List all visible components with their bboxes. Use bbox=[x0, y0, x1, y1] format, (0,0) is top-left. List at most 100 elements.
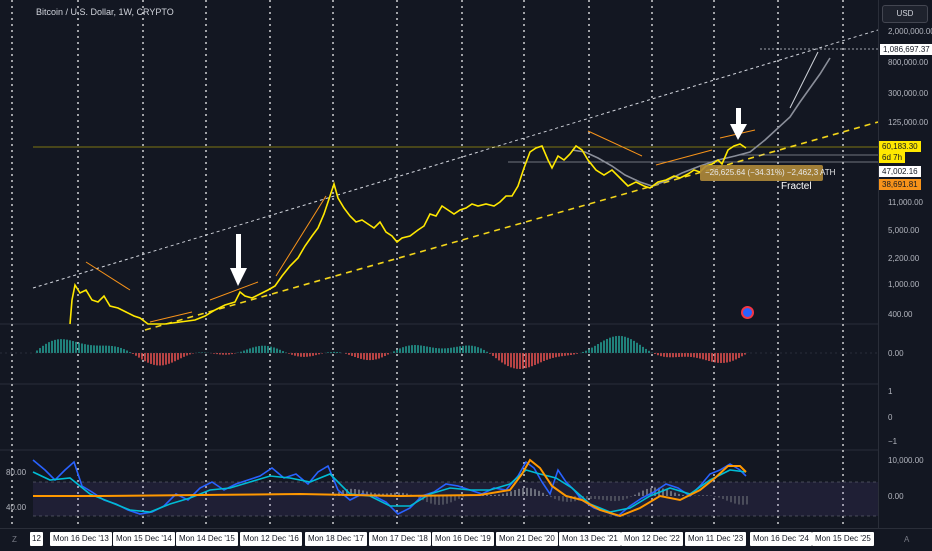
rsi-hist-bar bbox=[702, 495, 704, 496]
macd-bar bbox=[726, 353, 728, 362]
macd-bar bbox=[408, 346, 410, 353]
macd-bar bbox=[597, 344, 599, 353]
macd-bar bbox=[87, 345, 89, 353]
ath-price-tag[interactable]: 1,086,697.37 bbox=[879, 43, 932, 56]
osc-scale-label: 0 bbox=[888, 413, 892, 422]
upper-channel-line[interactable] bbox=[33, 30, 878, 288]
price-measure-label[interactable]: −26,625.64 (−34.31%) −2,462,3 ATH bbox=[700, 165, 823, 181]
bitcoin-price-line[interactable] bbox=[70, 144, 746, 324]
macd-bar bbox=[246, 349, 248, 353]
macd-bar bbox=[642, 347, 644, 353]
macd-bar bbox=[420, 345, 422, 353]
macd-bar bbox=[453, 347, 455, 353]
macd-bar bbox=[357, 353, 359, 358]
rsi-hist-bar bbox=[526, 488, 528, 496]
price-scale[interactable] bbox=[878, 0, 932, 528]
chart-canvas[interactable] bbox=[0, 0, 878, 528]
macd-bar bbox=[561, 353, 563, 356]
macd-bar bbox=[312, 353, 314, 356]
macd-bar bbox=[471, 346, 473, 353]
macd-bar bbox=[684, 353, 686, 357]
price-label: 2,000,000.00 bbox=[888, 27, 932, 36]
macd-bar bbox=[465, 346, 467, 353]
macd-bar bbox=[540, 353, 542, 362]
price-label: 2,200.00 bbox=[888, 254, 919, 263]
macd-bar bbox=[282, 351, 284, 353]
macd-bar bbox=[537, 353, 539, 364]
rsi-hist-bar bbox=[514, 490, 516, 496]
time-tick: Mon 15 Dec '14 bbox=[113, 532, 175, 546]
macd-bar bbox=[474, 346, 476, 353]
macd-bar bbox=[270, 347, 272, 353]
macd-bar bbox=[159, 353, 161, 366]
time-tick: Mon 12 Dec '16 bbox=[240, 532, 302, 546]
macd-bar bbox=[399, 348, 401, 353]
macd-bar bbox=[303, 353, 305, 357]
rsi-hist-bar bbox=[738, 496, 740, 504]
rsi-hist-bar bbox=[602, 496, 604, 500]
macd-bar bbox=[615, 336, 617, 353]
macd-bar bbox=[585, 351, 587, 353]
auto-scale-button[interactable]: A bbox=[904, 535, 909, 544]
macd-bar bbox=[81, 343, 83, 353]
chart-area[interactable]: Bitcoin / U.S. Dollar, 1W, CRYPTO −26,62… bbox=[0, 0, 878, 528]
rsi-hist-bar bbox=[542, 493, 544, 496]
macd-bar bbox=[729, 353, 731, 362]
current-price-tag[interactable]: 60,183.30 bbox=[879, 141, 921, 152]
macd-bar bbox=[636, 343, 638, 353]
time-tick: Mon 16 Dec '19 bbox=[432, 532, 494, 546]
macd-bar bbox=[714, 353, 716, 362]
macd-bar bbox=[621, 336, 623, 353]
macd-bar bbox=[711, 353, 713, 362]
macd-bar bbox=[96, 346, 98, 353]
level-tag-2[interactable]: 38,691.81 bbox=[879, 179, 921, 190]
macd-bar bbox=[165, 353, 167, 365]
rsi-hist-bar bbox=[562, 496, 564, 501]
rsi-hist-bar bbox=[626, 496, 628, 499]
macd-bar bbox=[591, 348, 593, 353]
macd-bar bbox=[174, 353, 176, 361]
time-tick: Mon 21 Dec '20 bbox=[496, 532, 558, 546]
macd-bar bbox=[111, 346, 113, 353]
rsi-hist-bar bbox=[610, 496, 612, 501]
macd-bar bbox=[48, 342, 50, 353]
macd-bar bbox=[99, 346, 101, 353]
macd-bar bbox=[228, 353, 230, 355]
time-tick: Mon 16 Dec '13 bbox=[50, 532, 112, 546]
us-flag-event-icon[interactable] bbox=[741, 306, 754, 319]
time-tick: 12 bbox=[30, 532, 43, 546]
rsi-hist-bar bbox=[430, 496, 432, 504]
rsi-hist-bar bbox=[510, 491, 512, 496]
rsi-hist-bar bbox=[678, 494, 680, 496]
currency-button[interactable]: USD bbox=[882, 5, 928, 23]
zoom-icon[interactable]: Z bbox=[12, 535, 17, 544]
macd-bar bbox=[738, 353, 740, 358]
macd-bar bbox=[375, 353, 377, 359]
macd-bar bbox=[351, 353, 353, 356]
macd-bar bbox=[600, 342, 602, 353]
macd-bar bbox=[138, 353, 140, 358]
macd-bar bbox=[102, 346, 104, 353]
macd-bar bbox=[669, 353, 671, 357]
macd-bar bbox=[309, 353, 311, 356]
macd-bar bbox=[294, 353, 296, 356]
macd-bar bbox=[279, 350, 281, 353]
rsi-hist-bar bbox=[682, 495, 684, 496]
rsi-hist-bar bbox=[554, 496, 556, 499]
rsi-hist-bar bbox=[534, 489, 536, 496]
level-tag-1[interactable]: 47,002.16 bbox=[879, 166, 921, 177]
rsi-hist-bar bbox=[594, 496, 596, 499]
rsi-hist-bar bbox=[662, 488, 664, 496]
macd-bar bbox=[66, 340, 68, 353]
macd-bar bbox=[93, 345, 95, 353]
lower-support-line[interactable] bbox=[145, 122, 878, 330]
macd-bar bbox=[255, 347, 257, 353]
macd-bar bbox=[360, 353, 362, 359]
macd-bar bbox=[213, 353, 215, 354]
rsi-hist-bar bbox=[606, 496, 608, 501]
macd-bar bbox=[327, 352, 329, 353]
osc-scale-label: 1 bbox=[888, 387, 892, 396]
macd-bar bbox=[387, 353, 389, 355]
macd-bar bbox=[483, 350, 485, 353]
macd-bar bbox=[525, 353, 527, 368]
